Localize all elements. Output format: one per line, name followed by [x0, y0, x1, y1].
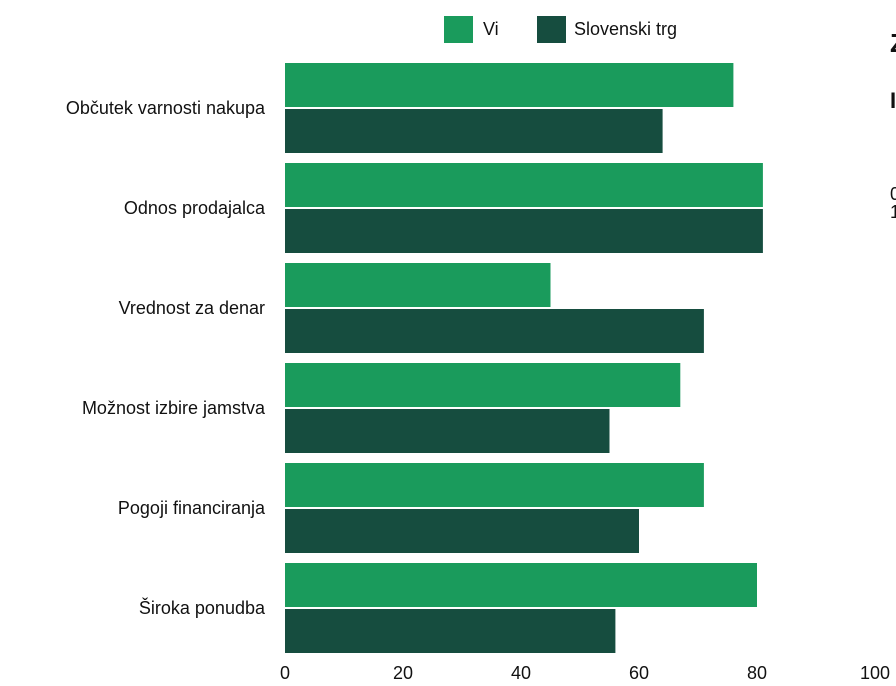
category-label: Občutek varnosti nakupa — [66, 98, 266, 118]
bar-slovenski-trg-4 — [285, 509, 639, 553]
legend-swatch — [444, 16, 473, 43]
bar-vi-0 — [285, 63, 734, 107]
x-tick-label: 60 — [629, 663, 649, 683]
x-tick-label: 40 — [511, 663, 531, 683]
category-label: Pogoji financiranja — [118, 498, 266, 518]
bar-vi-1 — [285, 163, 763, 207]
legend-label: Slovenski trg — [574, 19, 677, 39]
bar-slovenski-trg-0 — [285, 109, 663, 153]
side-panel-subtitle: I — [890, 88, 896, 113]
x-tick-label: 100 — [860, 663, 890, 683]
category-label: Odnos prodajalca — [124, 198, 266, 218]
side-panel-value-2: 1 — [890, 202, 896, 222]
bar-slovenski-trg-1 — [285, 209, 763, 253]
side-panel-value-1: 0 — [890, 184, 896, 204]
legend-label: Vi — [483, 19, 499, 39]
bar-vi-5 — [285, 563, 757, 607]
bar-vi-2 — [285, 263, 551, 307]
legend-swatch — [537, 16, 566, 43]
side-panel-title: Z — [890, 28, 896, 59]
x-axis-ticks: 0 20 40 60 80 100 — [280, 663, 890, 683]
bar-slovenski-trg-5 — [285, 609, 616, 653]
y-axis-labels: Občutek varnosti nakupa Odnos prodajalca V… — [66, 98, 266, 618]
category-label: Možnost izbire jamstva — [82, 398, 266, 418]
bar-vi-4 — [285, 463, 704, 507]
bar-slovenski-trg-2 — [285, 309, 704, 353]
x-tick-label: 20 — [393, 663, 413, 683]
bar-vi-3 — [285, 363, 681, 407]
category-label: Vrednost za denar — [119, 298, 265, 318]
chart-legend: Vi Slovenski trg — [444, 16, 677, 43]
x-tick-label: 80 — [747, 663, 767, 683]
bar-slovenski-trg-3 — [285, 409, 610, 453]
x-tick-label: 0 — [280, 663, 290, 683]
chart-bars — [285, 63, 763, 653]
category-label: Široka ponudba — [139, 597, 266, 618]
